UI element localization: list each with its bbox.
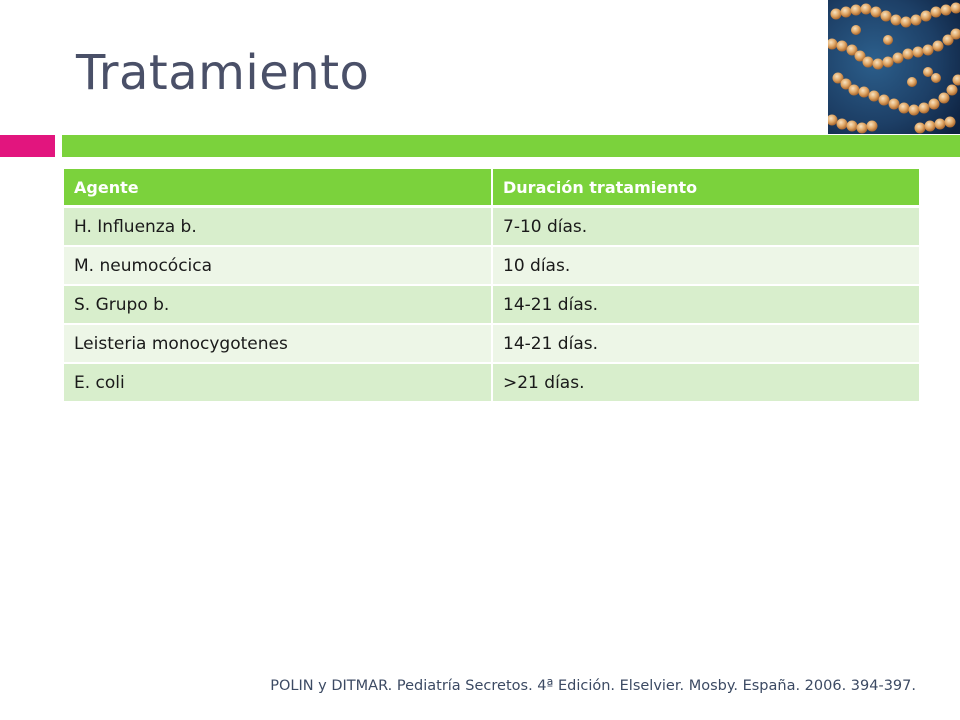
duration-cell: 10 días.: [492, 246, 921, 286]
agent-cell: S. Grupo b.: [64, 285, 493, 325]
accent-bar-green: [62, 135, 960, 157]
table-row: M. neumocócica 10 días.: [64, 246, 921, 286]
agent-cell: H. Influenza b.: [64, 206, 493, 247]
agent-cell: M. neumocócica: [64, 246, 493, 286]
page-title: Tratamiento: [76, 45, 370, 101]
column-header-agente: Agente: [64, 169, 493, 208]
treatment-table: Agente Duración tratamiento H. Influenza…: [64, 169, 921, 403]
table-row: E. coli >21 días.: [64, 363, 921, 403]
duration-cell: 14-21 días.: [492, 324, 921, 364]
bacteria-micrograph-image: [828, 0, 960, 134]
duration-cell: 7-10 días.: [492, 206, 921, 247]
duration-cell: 14-21 días.: [492, 285, 921, 325]
agent-cell: Leisteria monocygotenes: [64, 324, 493, 364]
table-row: H. Influenza b. 7-10 días.: [64, 206, 921, 247]
column-header-duracion: Duración tratamiento: [492, 169, 921, 208]
citation-footer: POLIN y DITMAR. Pediatría Secretos. 4ª E…: [270, 678, 916, 694]
table-row: Leisteria monocygotenes 14-21 días.: [64, 324, 921, 364]
agent-cell: E. coli: [64, 363, 493, 403]
duration-cell: >21 días.: [492, 363, 921, 403]
table-header-row: Agente Duración tratamiento: [64, 169, 921, 208]
accent-bar-pink: [0, 135, 55, 157]
table-row: S. Grupo b. 14-21 días.: [64, 285, 921, 325]
